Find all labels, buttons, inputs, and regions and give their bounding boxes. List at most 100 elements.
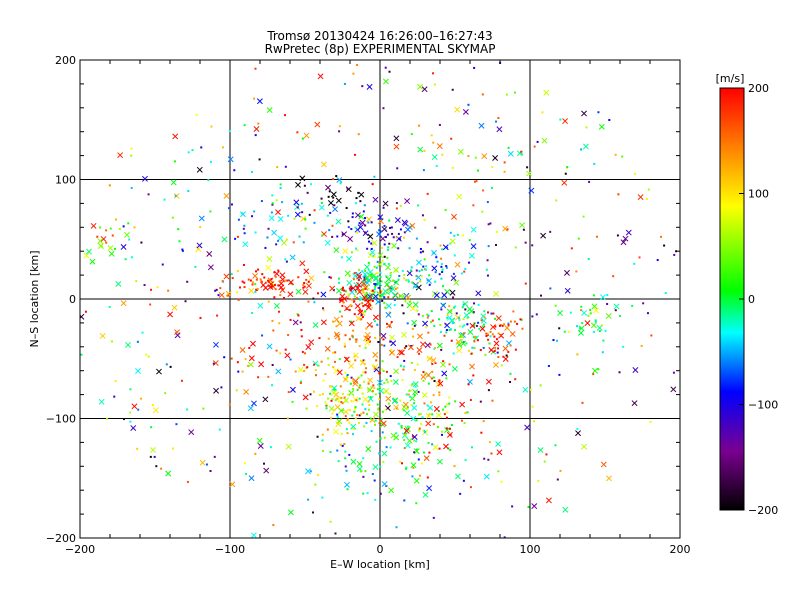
- data-point-x: [354, 303, 361, 310]
- data-point-dot: [273, 271, 276, 274]
- data-point-dot: [363, 278, 366, 281]
- data-point-x: [330, 191, 337, 198]
- data-point-x: [97, 243, 104, 249]
- data-point-dot: [355, 338, 358, 341]
- colorbar-tick-label: 100: [748, 188, 769, 201]
- data-point-dot: [462, 341, 465, 344]
- data-point-dot: [289, 358, 292, 361]
- colorbar-tick-label: −200: [748, 504, 778, 517]
- data-point-dot: [260, 280, 263, 283]
- data-point-dot: [356, 414, 359, 417]
- data-point-dot: [339, 182, 342, 185]
- data-point-dot: [374, 336, 377, 339]
- data-point-dot: [633, 172, 636, 175]
- data-point-dot: [431, 370, 434, 373]
- data-point-dot: [482, 189, 485, 192]
- data-point-dot: [348, 287, 351, 290]
- data-point-dot: [448, 396, 451, 399]
- data-point-dot: [200, 146, 203, 149]
- data-point-dot: [589, 308, 592, 311]
- data-point-dot: [503, 161, 506, 164]
- data-point-dot: [395, 202, 398, 205]
- data-point-dot: [220, 386, 223, 389]
- data-point-dot: [136, 340, 139, 343]
- data-point-x: [459, 401, 466, 408]
- data-point-dot: [371, 472, 374, 475]
- data-point-dot: [468, 261, 471, 264]
- data-point-dot: [383, 263, 386, 266]
- data-point-dot: [415, 440, 418, 443]
- data-point-dot: [181, 248, 184, 251]
- data-point-x: [248, 475, 255, 482]
- data-point-dot: [585, 126, 588, 129]
- data-point-dot: [372, 255, 375, 258]
- data-point-dot: [361, 288, 364, 291]
- data-point-dot: [392, 279, 395, 282]
- data-point-dot: [251, 283, 254, 286]
- data-point-dot: [277, 239, 280, 242]
- data-point-dot: [487, 458, 490, 461]
- data-point-dot: [440, 433, 443, 436]
- data-point-x: [433, 292, 440, 299]
- data-point-dot: [422, 250, 425, 253]
- data-point-dot: [278, 322, 281, 325]
- data-point-dot: [486, 332, 489, 335]
- data-point-dot: [248, 346, 251, 349]
- data-point-dot: [388, 393, 391, 396]
- data-point-dot: [482, 346, 485, 349]
- data-point-dot: [105, 241, 108, 244]
- data-point-dot: [433, 380, 436, 383]
- data-point-dot: [140, 241, 143, 244]
- data-point-dot: [161, 263, 164, 266]
- data-point-dot: [464, 412, 467, 415]
- data-point-x: [273, 302, 280, 309]
- data-point-x: [339, 293, 346, 300]
- data-point-x: [239, 347, 246, 353]
- data-point-dot: [164, 392, 167, 395]
- data-point-dot: [256, 288, 259, 291]
- data-point-x: [435, 412, 442, 419]
- data-point-dot: [587, 257, 590, 260]
- data-point-dot: [378, 385, 381, 388]
- data-point-dot: [390, 380, 393, 383]
- data-point-dot: [155, 465, 158, 468]
- data-point-dot: [405, 467, 408, 470]
- data-point-dot: [476, 169, 479, 172]
- data-point-x: [451, 365, 458, 372]
- data-point-dot: [397, 247, 400, 250]
- data-point-dot: [497, 332, 500, 335]
- data-point-dot: [490, 312, 493, 315]
- data-point-dot: [473, 340, 476, 343]
- data-point-dot: [577, 237, 580, 240]
- data-point-dot: [384, 66, 387, 69]
- data-point-dot: [521, 327, 524, 330]
- data-point-dot: [370, 221, 373, 224]
- data-point-dot: [217, 294, 220, 297]
- data-point-dot: [218, 428, 221, 431]
- data-point-dot: [209, 210, 212, 213]
- data-point-dot: [378, 452, 381, 455]
- data-point-dot: [406, 322, 409, 325]
- data-point-dot: [499, 333, 502, 336]
- data-point-x: [373, 411, 379, 418]
- x-tick-label: 0: [377, 543, 384, 556]
- data-point-dot: [333, 360, 336, 363]
- data-point-dot: [410, 361, 413, 364]
- data-point-dot: [408, 300, 411, 303]
- data-point-x: [436, 143, 443, 150]
- data-point-dot: [411, 281, 414, 284]
- data-point-x: [195, 246, 202, 253]
- data-point-dot: [147, 193, 150, 196]
- data-point-dot: [292, 241, 295, 244]
- data-point-dot: [417, 390, 420, 393]
- data-point-dot: [458, 317, 461, 320]
- data-point-dot: [383, 382, 386, 385]
- data-point-x: [581, 309, 588, 316]
- data-point-x: [593, 307, 600, 314]
- data-point-x: [598, 123, 605, 130]
- data-point-dot: [438, 123, 441, 126]
- data-point-x: [388, 487, 395, 494]
- data-point-dot: [537, 479, 540, 482]
- data-point-dot: [331, 224, 334, 227]
- data-point-dot: [355, 197, 358, 200]
